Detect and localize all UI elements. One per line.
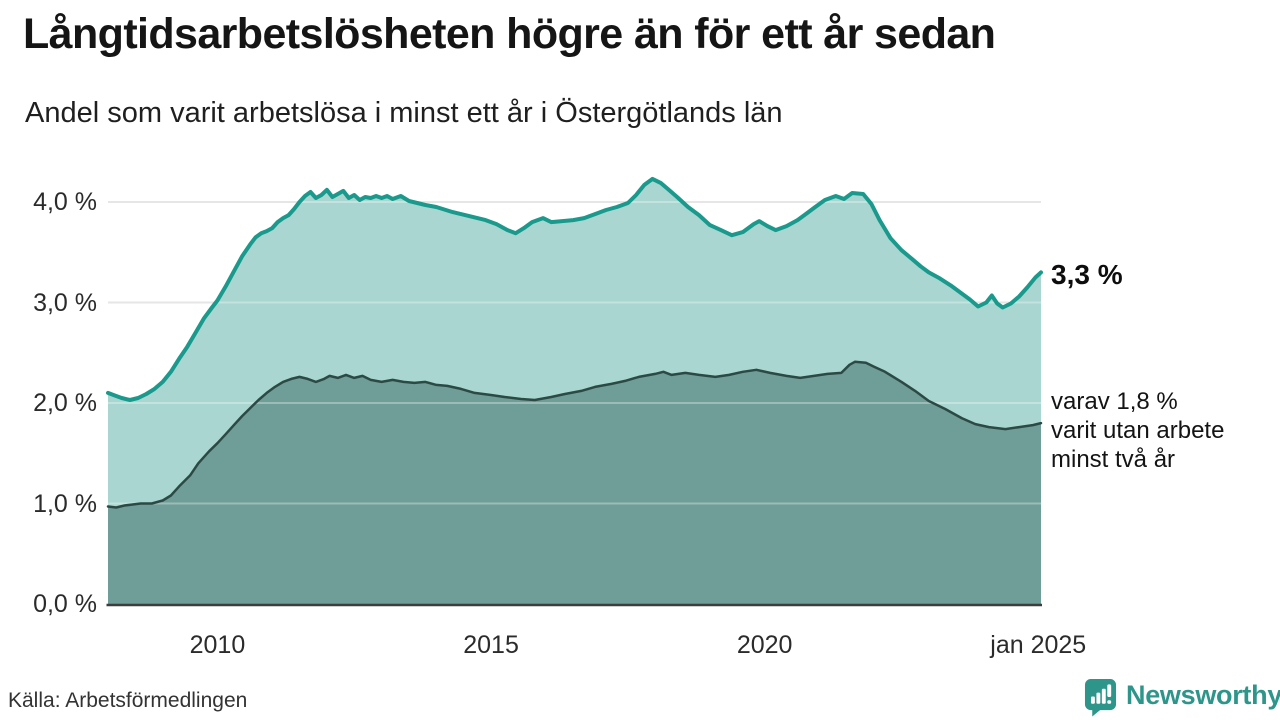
newsworthy-icon	[1084, 679, 1117, 717]
secondary-value-annotation: varav 1,8 % varit utan arbete minst två år	[1051, 387, 1224, 474]
newsworthy-wordmark: Newsworthy	[1126, 680, 1280, 710]
total-value-annotation: 3,3 %	[1051, 259, 1123, 290]
logo-bar-small	[1090, 696, 1095, 704]
gridlines-overlay	[108, 201, 1041, 505]
secondary-annotation-line: minst två år	[1051, 446, 1176, 473]
page-title: Långtidsarbetslösheten högre än för ett …	[23, 10, 996, 58]
source-credit: Källa: Arbetsförmedlingen	[8, 689, 248, 712]
two-years-line	[106, 360, 1043, 509]
total-line	[106, 176, 1043, 402]
chart-subtitle: Andel som varit arbetslösa i minst ett å…	[25, 97, 783, 129]
logo-exclamation-bar	[1107, 684, 1112, 698]
secondary-annotation-line: varit utan arbete	[1051, 417, 1225, 444]
secondary-annotation-line: varav 1,8 %	[1051, 388, 1178, 415]
logo-bar-medium	[1096, 692, 1101, 704]
logo-exclamation-dot	[1107, 700, 1112, 704]
newsworthy-logo[interactable]: Newsworthy	[1084, 678, 1280, 717]
two-years-area	[108, 361, 1041, 605]
logo-bar-tall	[1101, 688, 1106, 704]
